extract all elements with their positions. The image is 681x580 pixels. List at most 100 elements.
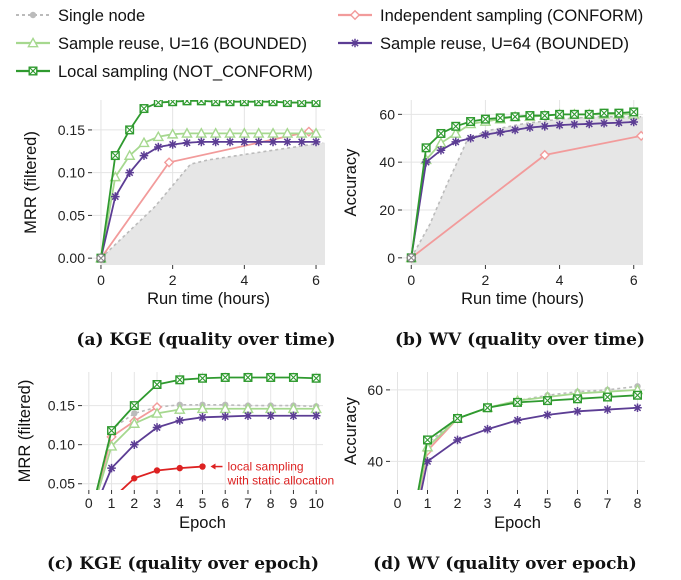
data-point-reuse16-shape xyxy=(196,402,209,414)
data-point-reuse64 xyxy=(175,416,185,425)
data-point-local-box xyxy=(225,100,235,107)
data-point-reuse64-shape xyxy=(175,416,185,425)
annotation-arrowhead xyxy=(210,463,216,470)
shaded-area-single-node xyxy=(411,116,643,265)
chart-panels: 0 2 4 6 0.00 0.05 0.10 0.15 Run time (hours) MRR … xyxy=(16,100,645,574)
series-line-reuse64 xyxy=(100,140,317,259)
data-point-static-shape xyxy=(199,463,206,470)
data-point-local-cross xyxy=(543,396,552,405)
data-point-reuse16-shape xyxy=(166,128,179,139)
y-tick-label: 0.15 xyxy=(58,122,85,138)
series-reuse64 xyxy=(406,117,639,263)
data-point-local xyxy=(107,426,117,436)
legend-entry-indep: Independent sampling (CONFORM) xyxy=(338,7,643,25)
data-point-reuse64-shape xyxy=(197,137,206,147)
data-point-local-cross xyxy=(510,112,520,121)
data-point-reuse64 xyxy=(168,140,177,149)
series-line-reuse16 xyxy=(100,132,317,259)
data-point-reuse64 xyxy=(540,122,550,131)
x-tick-label: 0 xyxy=(97,272,105,288)
data-point-local xyxy=(525,111,535,121)
series-reuse64 xyxy=(101,411,321,490)
x-tick-label: 5 xyxy=(544,495,552,511)
data-point-local xyxy=(421,143,431,153)
annotation-text: with static allocation xyxy=(227,474,335,488)
data-point-local xyxy=(129,401,139,411)
data-point-reuse64-shape xyxy=(525,123,535,132)
data-point-reuse64 xyxy=(436,145,446,155)
panel-4: 0 1 2 3 4 5 6 7 8 40 60 Epoch Accuracy (d) WV (qualit… xyxy=(342,372,645,574)
data-point-reuse64 xyxy=(495,127,505,137)
data-point-reuse16-shape xyxy=(267,127,279,138)
data-point-reuse16-shape xyxy=(151,407,163,418)
data-point-local-cross xyxy=(629,107,638,117)
data-point-local xyxy=(569,109,579,119)
data-point-local-box xyxy=(85,519,93,527)
data-point-local xyxy=(297,100,307,108)
legend-marker-reuse16-shape xyxy=(27,36,39,48)
data-point-local-cross xyxy=(496,113,505,123)
data-point-local-cross xyxy=(421,143,431,153)
data-point-reuse64 xyxy=(584,119,594,129)
x-tick-label: 6 xyxy=(312,272,320,288)
data-point-reuse64 xyxy=(111,192,120,201)
data-point-reuse64-shape xyxy=(633,403,642,413)
data-point-local-cross xyxy=(168,100,177,106)
data-point-reuse16 xyxy=(295,127,308,138)
legend: Single node Independent sampling (CONFORM… xyxy=(16,7,643,81)
data-point-reuse64-shape xyxy=(483,424,492,434)
data-point-local xyxy=(225,100,235,107)
data-point-local xyxy=(153,100,163,108)
data-point-reuse64-shape xyxy=(243,411,253,421)
data-point-reuse64 xyxy=(466,133,475,143)
x-tick-label: 5 xyxy=(199,495,207,511)
data-point-reuse16 xyxy=(224,127,236,138)
data-point-local xyxy=(480,114,490,124)
data-point-reuse64-shape xyxy=(152,423,162,432)
legend-marker-indep xyxy=(349,9,361,21)
axes: 0 2 4 6 0.00 0.05 0.10 0.15 xyxy=(58,122,320,288)
data-point-reuse16-shape xyxy=(224,127,236,138)
data-point-reuse64-shape xyxy=(540,122,550,131)
data-point-local xyxy=(175,375,185,385)
series-line-single xyxy=(100,141,324,259)
origin-marker-cross xyxy=(408,254,415,262)
data-point-reuse64-shape xyxy=(453,435,462,445)
data-point-reuse64 xyxy=(297,137,306,147)
data-point-reuse16 xyxy=(166,128,179,139)
y-tick-label: 60 xyxy=(379,106,395,122)
data-point-reuse16-shape xyxy=(238,127,251,138)
y-tick-label: 0 xyxy=(387,250,395,266)
x-tick-label: 0 xyxy=(85,495,93,511)
data-point-reuse64 xyxy=(555,120,564,130)
data-point-reuse64-shape xyxy=(603,405,612,414)
series-line-reuse64 xyxy=(410,121,634,258)
data-point-reuse64 xyxy=(570,120,579,129)
data-point-local-cross xyxy=(154,100,163,107)
data-point-reuse16 xyxy=(238,127,251,138)
data-point-reuse16 xyxy=(196,402,209,414)
data-point-local-cross xyxy=(283,100,292,107)
data-point-local-cross xyxy=(111,151,120,160)
y-tick-label: 0.15 xyxy=(48,398,75,414)
data-point-reuse64 xyxy=(629,117,639,127)
data-point-local xyxy=(268,100,278,107)
shaded-area-single-node xyxy=(100,142,325,265)
data-point-reuse64-shape xyxy=(289,411,298,421)
data-point-local xyxy=(168,100,178,107)
data-point-local-cross xyxy=(513,398,522,407)
x-tick-label: 4 xyxy=(240,272,248,288)
data-point-local-cross xyxy=(297,100,306,107)
data-point-local xyxy=(220,372,230,382)
data-point-local-cross xyxy=(266,373,275,382)
x-tick-label: 0 xyxy=(407,272,415,288)
data-point-local xyxy=(614,108,624,118)
data-point-local-cross xyxy=(139,104,149,113)
data-point-local xyxy=(311,373,321,383)
data-point-reuse16 xyxy=(252,127,265,138)
data-point-local-cross xyxy=(243,373,253,382)
data-point-reuse16-shape xyxy=(310,127,322,138)
data-point-reuse64-shape xyxy=(543,410,552,420)
data-point-local-box xyxy=(196,100,206,106)
